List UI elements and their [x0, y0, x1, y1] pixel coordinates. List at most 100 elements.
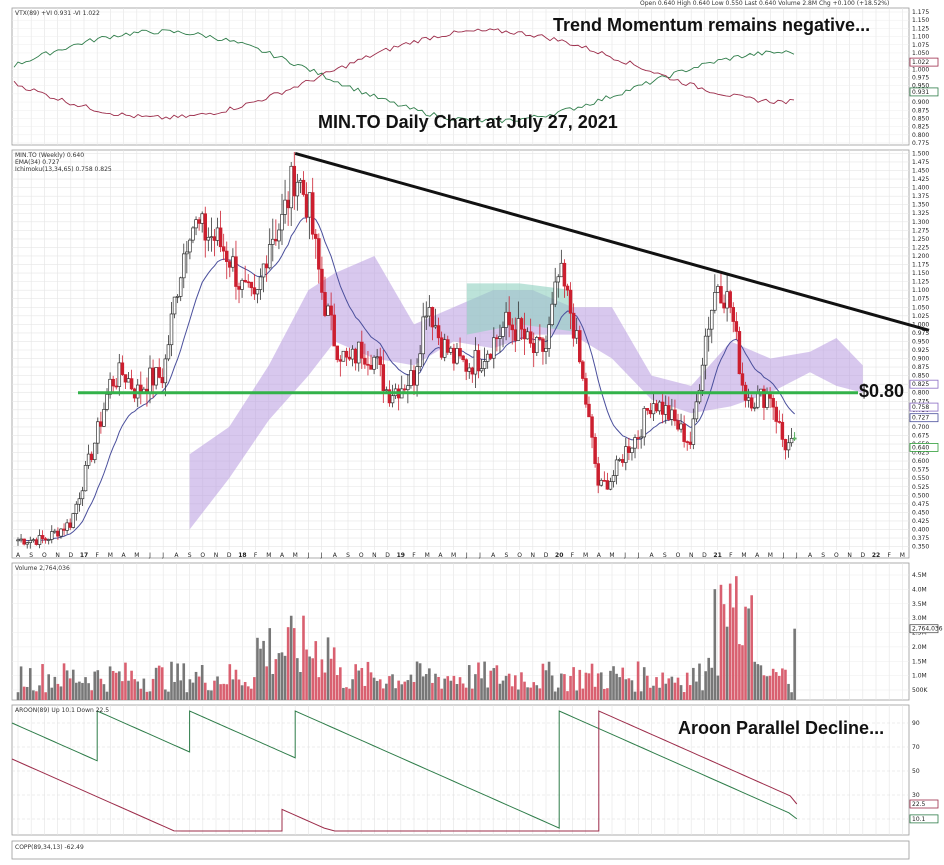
volume-bar: [50, 687, 54, 700]
candle: [792, 437, 797, 440]
candle: [771, 397, 775, 408]
candle: [433, 325, 438, 328]
volume-bar: [62, 663, 66, 700]
volume-bar: [474, 674, 477, 700]
candle: [528, 331, 533, 344]
volume-bar: [243, 681, 247, 700]
candle: [80, 490, 85, 500]
candle: [501, 327, 505, 337]
price-tick: 1.475: [912, 159, 929, 166]
candle: [657, 401, 662, 412]
volume-bar: [403, 681, 407, 700]
volume-bar: [93, 671, 97, 700]
candle: [277, 229, 281, 242]
month-tick: J: [782, 552, 785, 559]
header-quote: Open 0.640 High 0.640 Low 0.550 Last 0.6…: [640, 0, 889, 7]
month-tick: N: [689, 552, 694, 559]
volume-bar: [228, 664, 232, 700]
candle: [479, 368, 484, 372]
volume-bar: [182, 663, 186, 700]
candle: [670, 409, 674, 420]
volume-bar: [735, 576, 738, 700]
candle: [366, 363, 370, 366]
volume-bar: [19, 666, 23, 700]
value-flag-text: 0.640: [912, 444, 929, 451]
month-tick: N: [55, 552, 60, 559]
volume-bar: [53, 676, 57, 700]
month-tick: A: [491, 552, 496, 559]
volume-bar: [311, 658, 314, 700]
candle: [452, 347, 456, 364]
candle: [34, 539, 39, 545]
candle: [541, 338, 545, 352]
price-tick: 1.200: [912, 253, 929, 260]
volume-bar: [102, 684, 106, 700]
candle: [372, 356, 376, 370]
volume-bar: [753, 661, 757, 700]
month-tick: A: [174, 552, 179, 559]
volume-bar: [314, 641, 318, 700]
volume-bar: [670, 676, 674, 700]
volume-bar: [661, 672, 664, 700]
candle: [31, 539, 36, 542]
month-tick: F: [729, 552, 733, 559]
volume-bar: [323, 672, 327, 700]
candle: [341, 350, 346, 362]
candle: [624, 446, 628, 463]
volume-bar: [108, 666, 112, 700]
ichimoku-legend: Ichimoku(13,34,65) 0.758 0.825: [15, 166, 112, 173]
price-tick: 1.425: [912, 176, 929, 183]
price-tick: 0.950: [912, 338, 929, 345]
volume-bar: [38, 685, 41, 700]
candle: [716, 286, 720, 293]
volume-bar: [701, 690, 704, 700]
volume-bar: [185, 692, 189, 700]
candle: [550, 303, 554, 326]
volume-bar: [75, 682, 78, 700]
candle: [53, 530, 57, 533]
price-tick: 1.400: [912, 185, 929, 192]
candle: [209, 236, 214, 239]
volume-bar: [762, 675, 766, 700]
volume-bar: [778, 675, 781, 700]
candle: [786, 442, 791, 451]
volume-bar: [679, 685, 683, 700]
volume-bar: [587, 673, 591, 700]
vol-tick: 500K: [912, 687, 928, 694]
candle: [587, 403, 591, 418]
candle: [599, 480, 604, 486]
volume-bar: [253, 677, 256, 700]
candle: [728, 291, 732, 308]
volume-bar: [105, 691, 109, 700]
value-flag: [909, 413, 939, 423]
candle: [363, 357, 367, 365]
candle: [608, 481, 613, 490]
month-tick: M: [293, 552, 298, 559]
month-tick: O: [676, 552, 681, 559]
volume-bar: [191, 682, 195, 700]
month-tick: 19: [397, 552, 405, 559]
price-tick: 0.350: [912, 544, 929, 551]
month-tick: A: [808, 552, 813, 559]
value-flag: [909, 402, 939, 412]
volume-bar: [265, 666, 268, 700]
volume-bar: [744, 606, 747, 700]
month-tick: D: [227, 552, 232, 559]
volume-bar: [118, 671, 121, 700]
volume-bar: [492, 668, 496, 700]
volume-bar: [121, 681, 124, 700]
candle: [298, 179, 303, 183]
candle: [605, 480, 610, 490]
candle: [286, 199, 290, 209]
volume-bar: [688, 685, 692, 700]
month-tick: N: [214, 552, 219, 559]
volume-bar: [434, 673, 437, 700]
volume-bar: [28, 668, 32, 700]
candle: [565, 285, 570, 291]
price-tick: 0.875: [912, 364, 929, 371]
volume-bar: [489, 670, 493, 700]
volume-bar: [784, 669, 787, 700]
volume-bar: [612, 666, 615, 700]
volume-bar: [142, 678, 146, 700]
